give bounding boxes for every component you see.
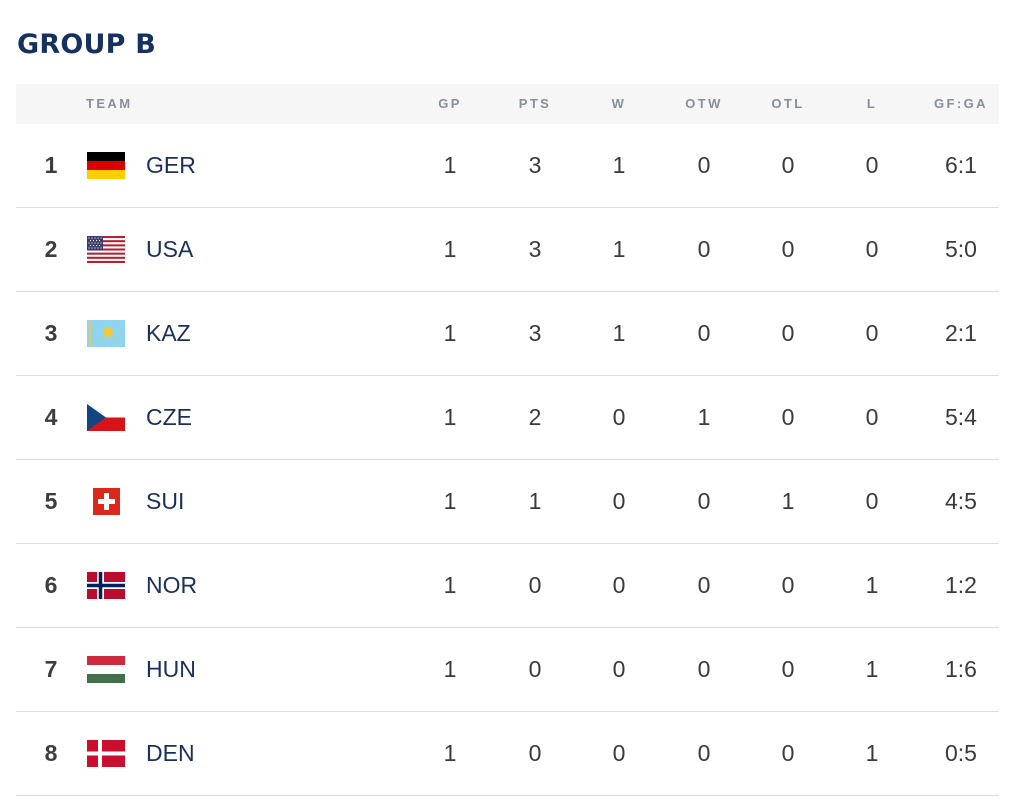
- w-value: 1: [612, 236, 626, 262]
- denmark-flag-icon: [87, 740, 125, 767]
- otl-value: 0: [781, 320, 795, 346]
- otl-value: 1: [781, 488, 795, 514]
- team-name[interactable]: NOR: [146, 572, 198, 598]
- otl-value: 0: [781, 152, 795, 178]
- pts-value: 2: [528, 404, 542, 430]
- gp-value: 1: [443, 572, 457, 598]
- pts-value: 3: [528, 236, 542, 262]
- l-value: 1: [865, 740, 879, 766]
- l-value: 1: [865, 656, 879, 682]
- usa-flag-icon: [87, 236, 125, 263]
- rank: 1: [44, 152, 58, 178]
- gp-value: 1: [443, 236, 457, 262]
- gp-value: 1: [443, 656, 457, 682]
- pts-value: 1: [528, 488, 542, 514]
- header-otw[interactable]: OTW: [685, 96, 723, 111]
- otw-value: 0: [697, 152, 711, 178]
- table-row[interactable]: 2 USA 1 3: [16, 208, 999, 292]
- l-value: 0: [865, 320, 879, 346]
- w-value: 1: [612, 152, 626, 178]
- germany-flag-icon: [87, 152, 125, 179]
- gp-value: 1: [443, 488, 457, 514]
- header-gfga[interactable]: GF:GA: [934, 96, 988, 111]
- pts-value: 0: [528, 572, 542, 598]
- otl-value: 0: [781, 656, 795, 682]
- rank: 5: [44, 488, 58, 514]
- otw-value: 0: [697, 236, 711, 262]
- header-gp[interactable]: GP: [438, 96, 462, 111]
- kazakhstan-flag-icon: [87, 320, 125, 347]
- standings-table: TEAM GP PTS W OTW OTL L GF:GA 1 GER 1 3 …: [16, 84, 999, 796]
- pts-value: 3: [528, 320, 542, 346]
- gfga-value: 5:0: [945, 236, 977, 262]
- team-name[interactable]: GER: [146, 152, 196, 178]
- pts-value: 3: [528, 152, 542, 178]
- header-team[interactable]: TEAM: [86, 96, 133, 111]
- table-row[interactable]: 7 HUN 1 0 0 0 0 1 1:6: [16, 628, 999, 712]
- otl-value: 0: [781, 236, 795, 262]
- l-value: 1: [865, 572, 879, 598]
- czech-flag-icon: [87, 404, 125, 431]
- gfga-value: 1:6: [945, 656, 977, 682]
- l-value: 0: [865, 152, 879, 178]
- gfga-value: 2:1: [945, 320, 977, 346]
- otw-value: 0: [697, 488, 711, 514]
- rank: 2: [44, 236, 58, 262]
- table-row[interactable]: 8 DEN 1 0 0 0 0 1 0:5: [16, 712, 999, 796]
- gp-value: 1: [443, 740, 457, 766]
- w-value: 0: [612, 740, 626, 766]
- l-value: 0: [865, 236, 879, 262]
- header-w[interactable]: W: [611, 96, 627, 111]
- otw-value: 0: [697, 740, 711, 766]
- gp-value: 1: [443, 404, 457, 430]
- otw-value: 1: [697, 404, 711, 430]
- w-value: 0: [612, 404, 626, 430]
- norway-flag-icon: [87, 572, 125, 599]
- otl-value: 0: [781, 740, 795, 766]
- rank: 4: [44, 404, 58, 430]
- l-value: 0: [865, 404, 879, 430]
- table-header: TEAM GP PTS W OTW OTL L GF:GA: [16, 84, 999, 124]
- gfga-value: 5:4: [945, 404, 977, 430]
- gfga-value: 4:5: [945, 488, 977, 514]
- header-l[interactable]: L: [866, 96, 878, 111]
- otl-value: 0: [781, 572, 795, 598]
- otw-value: 0: [697, 572, 711, 598]
- table-row[interactable]: 6 NOR 1 0 0 0 0 1 1:2: [16, 544, 999, 628]
- rank: 3: [44, 320, 58, 346]
- team-name[interactable]: HUN: [146, 656, 196, 682]
- pts-value: 0: [528, 740, 542, 766]
- gfga-value: 1:2: [945, 572, 977, 598]
- team-name[interactable]: USA: [146, 236, 194, 262]
- team-name[interactable]: SUI: [146, 488, 185, 514]
- gfga-value: 6:1: [945, 152, 977, 178]
- switzerland-flag-icon: [93, 488, 120, 515]
- table-row[interactable]: 1 GER 1 3 1 0 0 0 6:1: [16, 124, 999, 208]
- gp-value: 1: [443, 320, 457, 346]
- table-row[interactable]: 4 CZE 1 2 0 1 0 0 5:4: [16, 376, 999, 460]
- team-name[interactable]: CZE: [146, 404, 192, 430]
- table-row[interactable]: 3 KAZ 1 3 1 0 0 0 2:1: [16, 292, 999, 376]
- w-value: 1: [612, 320, 626, 346]
- team-name[interactable]: DEN: [146, 740, 195, 766]
- otw-value: 0: [697, 320, 711, 346]
- otw-value: 0: [697, 656, 711, 682]
- gp-value: 1: [443, 152, 457, 178]
- hungary-flag-icon: [87, 656, 125, 683]
- team-name[interactable]: KAZ: [146, 320, 191, 346]
- w-value: 0: [612, 572, 626, 598]
- pts-value: 0: [528, 656, 542, 682]
- rank: 7: [44, 656, 58, 682]
- rank: 6: [44, 572, 58, 598]
- header-otl[interactable]: OTL: [771, 96, 805, 111]
- header-pts[interactable]: PTS: [518, 96, 552, 111]
- w-value: 0: [612, 656, 626, 682]
- group-title: GROUP B: [17, 29, 156, 60]
- w-value: 0: [612, 488, 626, 514]
- otl-value: 0: [781, 404, 795, 430]
- table-row[interactable]: 5 SUI 1 1 0 0 1 0 4:5: [16, 460, 999, 544]
- l-value: 0: [865, 488, 879, 514]
- rank: 8: [44, 740, 58, 766]
- gfga-value: 0:5: [945, 740, 977, 766]
